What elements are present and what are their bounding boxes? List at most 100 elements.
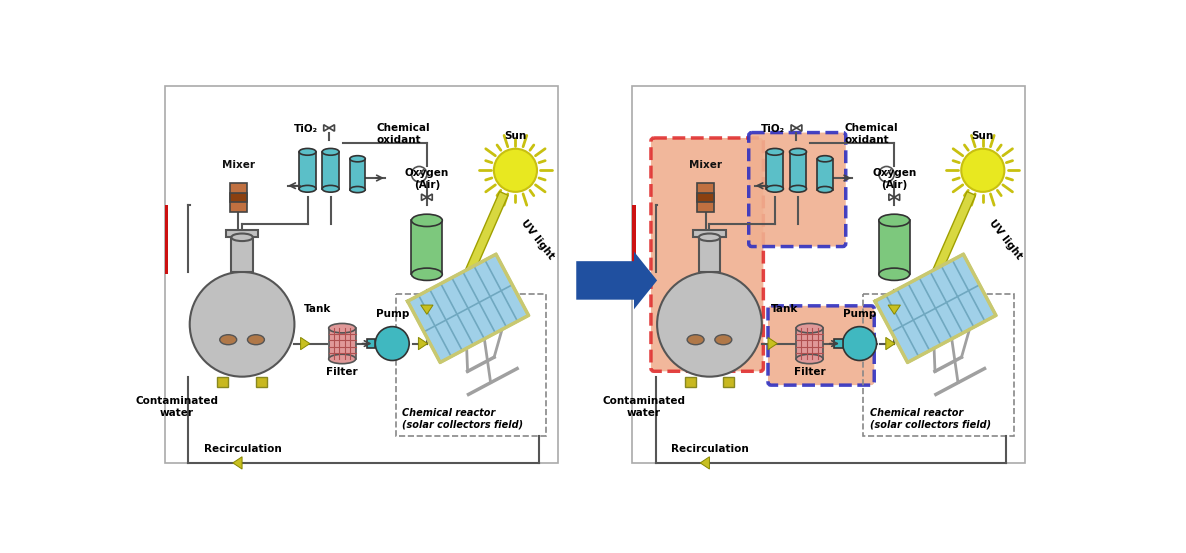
FancyArrow shape xyxy=(910,191,976,329)
Circle shape xyxy=(190,272,294,377)
Circle shape xyxy=(962,149,1005,192)
Bar xyxy=(165,86,557,463)
Polygon shape xyxy=(329,125,334,131)
Ellipse shape xyxy=(299,148,315,155)
Text: UV light: UV light xyxy=(987,218,1024,262)
Polygon shape xyxy=(232,457,242,469)
Polygon shape xyxy=(886,337,895,349)
Ellipse shape xyxy=(231,233,253,241)
Polygon shape xyxy=(894,194,900,201)
Ellipse shape xyxy=(412,214,442,227)
Text: Contaminated
water: Contaminated water xyxy=(602,396,686,418)
Bar xyxy=(796,328,823,359)
Circle shape xyxy=(493,149,537,192)
Ellipse shape xyxy=(350,156,365,162)
Bar xyxy=(165,205,168,274)
Bar xyxy=(697,182,714,212)
Polygon shape xyxy=(888,194,894,201)
Text: Sun: Sun xyxy=(504,131,527,141)
Ellipse shape xyxy=(879,268,910,280)
Circle shape xyxy=(893,196,895,199)
Bar xyxy=(396,294,547,436)
Circle shape xyxy=(879,166,894,182)
FancyBboxPatch shape xyxy=(748,133,846,247)
Text: Chemical
oxidant: Chemical oxidant xyxy=(844,123,898,145)
Ellipse shape xyxy=(219,335,237,345)
Polygon shape xyxy=(875,254,996,362)
Bar xyxy=(632,205,636,274)
Polygon shape xyxy=(888,305,900,314)
Ellipse shape xyxy=(790,185,806,192)
Ellipse shape xyxy=(796,354,823,364)
Bar xyxy=(350,159,365,190)
Polygon shape xyxy=(366,340,375,348)
Text: Pump: Pump xyxy=(376,309,409,319)
Polygon shape xyxy=(769,337,777,349)
Polygon shape xyxy=(421,194,427,201)
Text: TiO₂: TiO₂ xyxy=(294,124,318,134)
Bar xyxy=(790,152,806,189)
Bar xyxy=(694,229,726,237)
Ellipse shape xyxy=(766,185,784,192)
Polygon shape xyxy=(324,125,329,131)
Ellipse shape xyxy=(879,214,910,227)
FancyArrow shape xyxy=(576,252,657,309)
Ellipse shape xyxy=(687,335,704,345)
Circle shape xyxy=(657,272,761,377)
FancyArrow shape xyxy=(442,191,508,329)
Polygon shape xyxy=(834,340,843,348)
Text: Tank: Tank xyxy=(771,304,798,314)
Bar xyxy=(256,377,267,388)
Ellipse shape xyxy=(329,324,356,333)
Ellipse shape xyxy=(817,186,833,192)
Text: Filter: Filter xyxy=(326,367,358,377)
Bar xyxy=(879,220,910,274)
Ellipse shape xyxy=(323,185,339,192)
Bar xyxy=(723,377,734,388)
Ellipse shape xyxy=(323,148,339,155)
Bar xyxy=(699,237,720,272)
Polygon shape xyxy=(700,457,709,469)
Text: Oxygen
(Air): Oxygen (Air) xyxy=(872,168,917,190)
Ellipse shape xyxy=(350,186,365,192)
Text: Tank: Tank xyxy=(304,304,331,314)
Polygon shape xyxy=(797,125,802,131)
Circle shape xyxy=(796,127,798,129)
FancyBboxPatch shape xyxy=(651,138,764,371)
Ellipse shape xyxy=(329,354,356,364)
Text: Pump: Pump xyxy=(843,309,876,319)
Circle shape xyxy=(843,327,876,361)
Text: Recirculation: Recirculation xyxy=(671,444,748,453)
Bar xyxy=(323,152,339,189)
Circle shape xyxy=(329,127,330,129)
Circle shape xyxy=(412,166,427,182)
Text: Sun: Sun xyxy=(971,131,994,141)
Text: Contaminated
water: Contaminated water xyxy=(135,396,218,418)
Text: Chemical reactor
(solar collectors field): Chemical reactor (solar collectors field… xyxy=(869,408,990,430)
Circle shape xyxy=(426,196,428,199)
Ellipse shape xyxy=(766,148,784,155)
Bar xyxy=(230,193,247,202)
Bar xyxy=(412,220,442,274)
Bar xyxy=(299,152,315,189)
Text: Mixer: Mixer xyxy=(222,160,255,170)
Ellipse shape xyxy=(715,335,732,345)
FancyBboxPatch shape xyxy=(769,306,874,385)
Bar xyxy=(684,377,696,388)
Ellipse shape xyxy=(790,148,806,155)
Bar xyxy=(766,152,784,189)
Circle shape xyxy=(375,327,409,361)
Ellipse shape xyxy=(699,233,720,241)
Text: Oxygen
(Air): Oxygen (Air) xyxy=(404,168,449,190)
Ellipse shape xyxy=(248,335,264,345)
Ellipse shape xyxy=(299,185,315,192)
Bar xyxy=(329,328,356,359)
Text: Chemical
oxidant: Chemical oxidant xyxy=(377,123,431,145)
Polygon shape xyxy=(419,337,428,349)
Polygon shape xyxy=(408,254,529,362)
Bar xyxy=(217,377,228,388)
Bar xyxy=(231,237,253,272)
Ellipse shape xyxy=(412,268,442,280)
Text: UV light: UV light xyxy=(519,218,556,262)
Text: Mixer: Mixer xyxy=(689,160,722,170)
